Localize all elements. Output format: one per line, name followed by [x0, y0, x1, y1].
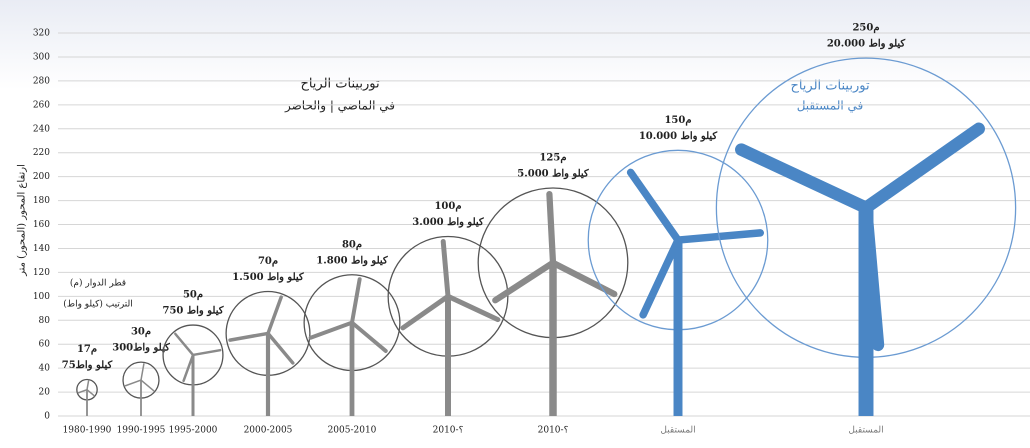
power-label: 75كيلو واط: [62, 360, 113, 371]
y-tick-label: 60: [39, 340, 51, 350]
diameter-label: 17م: [77, 344, 97, 355]
y-tick-label: 100: [33, 292, 50, 302]
blade: [735, 143, 873, 214]
x-tick-label: 1980-1990: [63, 426, 112, 436]
diameter-label: 30م: [131, 327, 151, 338]
diameter-label: 100م: [434, 201, 461, 212]
y-tick-label: 120: [33, 268, 50, 278]
diameter-label: 250م: [852, 23, 879, 34]
blade: [86, 388, 95, 397]
blade: [859, 201, 885, 352]
y-tick-label: 140: [33, 244, 50, 254]
blade: [174, 332, 195, 357]
y-tick-label: 200: [33, 172, 50, 182]
blade: [350, 320, 388, 353]
y-axis-label: ارتفاع المحور (المحور) متر: [17, 164, 28, 277]
y-tick-label: 260: [33, 100, 50, 110]
x-tick-label: 2010-؟: [538, 426, 569, 436]
x-tick-label: 2000-2005: [244, 426, 293, 436]
diameter-label: 125م: [539, 152, 566, 163]
past-title: توربينات الرياح: [300, 77, 380, 92]
blade: [266, 295, 283, 336]
key-power: الترتيب (كيلو واط): [63, 299, 133, 310]
y-tick-label: 180: [33, 196, 50, 206]
blade: [350, 277, 362, 325]
blade: [191, 348, 222, 357]
key-diameter: قطر الدوار (م): [70, 278, 126, 289]
blade: [492, 259, 557, 304]
y-tick-label: 300: [33, 52, 50, 62]
diameter-label: 50م: [183, 290, 203, 301]
x-tick-label: 1995-2000: [169, 426, 218, 436]
y-tick-label: 0: [44, 412, 50, 422]
blade: [400, 293, 451, 331]
blade: [308, 320, 354, 340]
blade: [228, 331, 270, 342]
power-label: 1.800 كيلو واط: [316, 255, 388, 266]
blade: [445, 293, 501, 323]
power-label: 3.000 كيلو واط: [412, 217, 484, 228]
blade: [266, 331, 295, 365]
blade: [140, 363, 145, 381]
blade: [549, 259, 618, 298]
blade: [440, 238, 451, 299]
power-label: 1.500 كيلو واط: [232, 272, 304, 283]
y-tick-label: 20: [39, 388, 51, 398]
future-subtitle: في المستقبل: [797, 99, 864, 113]
blade: [546, 190, 557, 266]
past-subtitle: في الماضي | والحاضر: [284, 99, 395, 113]
blade: [626, 168, 682, 244]
x-tick-label: 2010-؟: [433, 426, 464, 436]
future-title: توربينات الرياح: [790, 79, 870, 94]
blade: [859, 122, 985, 214]
diameter-label: 70م: [258, 256, 278, 267]
diameter-label: 150م: [664, 115, 691, 126]
power-label: 10.000 كيلو واط: [639, 131, 718, 142]
y-tick-label: 80: [39, 316, 51, 326]
x-tick-label: 2005-2010: [328, 426, 377, 436]
power-label: 750 كيلو واط: [163, 306, 224, 317]
y-tick-label: 40: [39, 364, 51, 374]
blade: [86, 379, 90, 391]
x-tick-label: 1990-1995: [117, 426, 166, 436]
y-tick-label: 240: [33, 124, 50, 134]
power-label: 20.000 كيلو واط: [827, 39, 906, 50]
blade: [140, 379, 155, 392]
y-tick-label: 160: [33, 220, 50, 230]
blade: [639, 236, 682, 319]
x-tick-label: المستقبل: [848, 426, 883, 436]
x-tick-label: المستقبل: [660, 426, 695, 436]
y-tick-label: 220: [33, 148, 50, 158]
diameter-label: 80م: [342, 239, 362, 250]
y-tick-label: 280: [33, 76, 50, 86]
power-label: 300كيلو واط: [112, 343, 170, 354]
blade: [124, 379, 142, 387]
blade: [77, 388, 88, 394]
power-label: 5.000 كيلو واط: [517, 168, 589, 179]
y-tick-label: 320: [33, 29, 50, 39]
blade: [182, 353, 195, 383]
